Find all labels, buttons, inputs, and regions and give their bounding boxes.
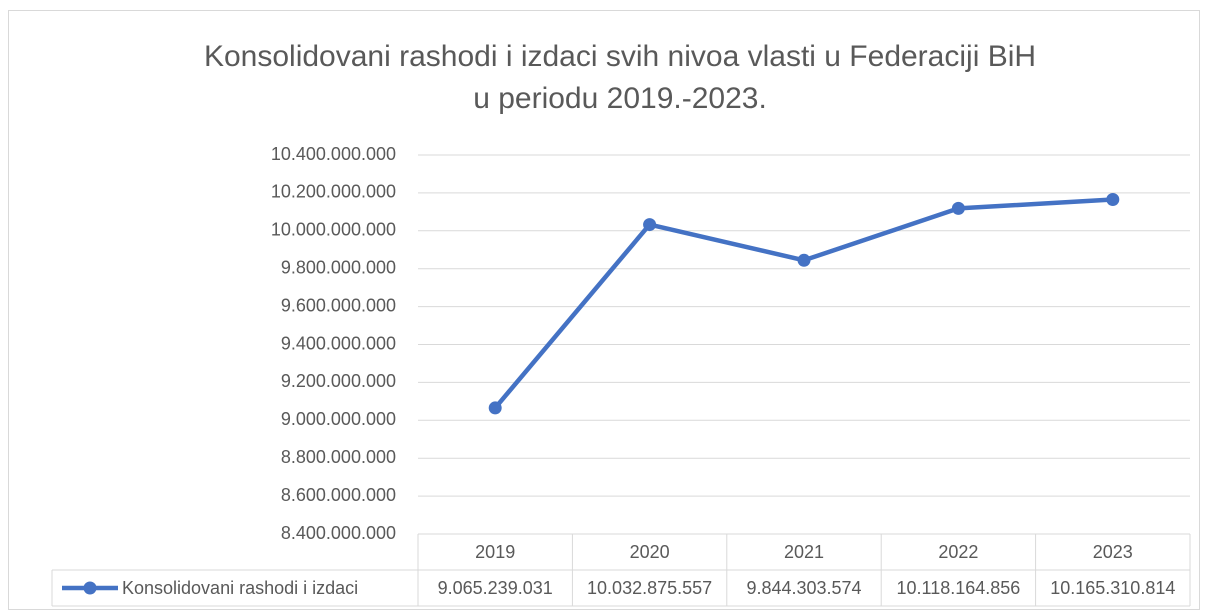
point-marker [797,253,811,267]
point-marker [643,218,657,232]
y-tick-label: 8.400.000.000 [281,523,396,543]
table-value: 10.165.310.814 [1050,578,1175,598]
y-tick-label: 8.600.000.000 [281,485,396,505]
x-tick-label: 2022 [938,542,978,562]
y-tick-label: 10.000.000.000 [271,220,396,240]
x-tick-label: 2021 [784,542,824,562]
x-tick-label: 2023 [1093,542,1133,562]
chart-title: Konsolidovani rashodi i izdaci svih nivo… [204,40,1036,73]
table-value: 10.118.164.856 [897,578,1021,598]
y-tick-label: 8.800.000.000 [281,447,396,467]
y-tick-label: 9.800.000.000 [281,257,396,277]
x-tick-label: 2020 [630,542,670,562]
table-value: 10.032.875.557 [587,578,712,598]
x-tick-label: 2019 [475,542,515,562]
y-tick-label: 10.200.000.000 [271,182,396,202]
point-marker [951,201,965,215]
y-tick-label: 9.000.000.000 [281,409,396,429]
table-value: 9.844.303.574 [746,578,861,598]
y-tick-label: 10.400.000.000 [271,144,396,164]
point-marker [1106,192,1120,206]
legend-label: Konsolidovani rashodi i izdaci [122,578,358,598]
y-tick-label: 9.400.000.000 [281,333,396,353]
table-value: 9.065.239.031 [438,578,553,598]
legend-marker [83,581,97,595]
y-tick-label: 9.200.000.000 [281,371,396,391]
chart-border [8,10,1200,610]
point-marker [488,401,502,415]
chart-title: u periodu 2019.-2023. [473,82,767,115]
y-tick-label: 9.600.000.000 [281,295,396,315]
